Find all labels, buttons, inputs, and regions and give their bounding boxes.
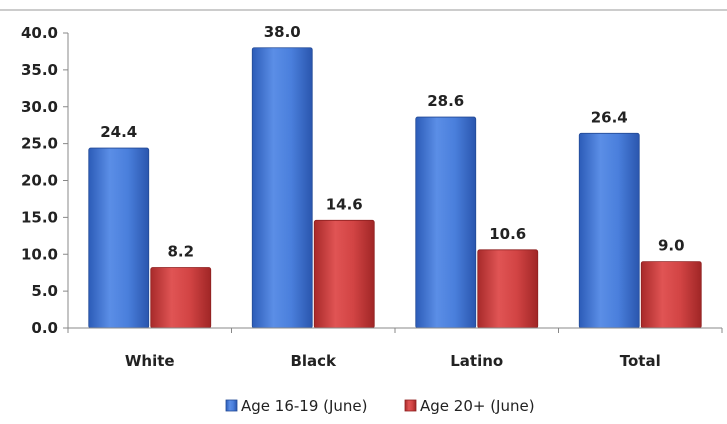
data-label: 38.0 bbox=[264, 23, 301, 41]
category-label: Latino bbox=[450, 352, 503, 370]
data-label: 9.0 bbox=[658, 237, 685, 255]
y-tick-label: 35.0 bbox=[21, 61, 58, 79]
bar-age-20-plus-white bbox=[150, 267, 212, 329]
y-tick-label: 25.0 bbox=[21, 135, 58, 153]
bar-age-20-plus-black bbox=[313, 219, 375, 329]
y-tick-label: 20.0 bbox=[21, 172, 58, 190]
category-label: White bbox=[125, 352, 175, 370]
data-label: 26.4 bbox=[591, 108, 628, 126]
bar-age-16-19-white bbox=[88, 147, 150, 329]
y-tick-label: 30.0 bbox=[21, 98, 58, 116]
bars: 24.4 8.2 38.0 14.6 28.6 10.6 26.4 9.0 bbox=[88, 23, 702, 329]
x-axis: White Black Latino Total bbox=[67, 327, 723, 370]
category-label: Black bbox=[290, 352, 337, 370]
bar-age-20-plus-total bbox=[640, 261, 702, 329]
legend-label: Age 16-19 (June) bbox=[241, 397, 368, 415]
bar-age-16-19-latino bbox=[415, 116, 477, 329]
bar-age-20-plus-latino bbox=[477, 249, 539, 329]
y-tick-label: 0.0 bbox=[31, 319, 58, 337]
bar-age-16-19-black bbox=[251, 47, 313, 329]
y-tick-label: 10.0 bbox=[21, 245, 58, 263]
bar-age-16-19-total bbox=[578, 132, 640, 329]
y-tick-label: 5.0 bbox=[31, 282, 58, 300]
legend-swatch-age-16-19 bbox=[225, 399, 238, 412]
y-axis: 0.0 5.0 10.0 15.0 20.0 25.0 30.0 35.0 40.0 bbox=[21, 24, 69, 337]
legend-label: Age 20+ (June) bbox=[420, 397, 535, 415]
category-label: Total bbox=[620, 352, 661, 370]
data-label: 10.6 bbox=[489, 225, 526, 243]
y-tick-label: 40.0 bbox=[21, 24, 58, 42]
data-label: 24.4 bbox=[100, 123, 137, 141]
legend-swatch-age-20-plus bbox=[404, 399, 417, 412]
legend: Age 16-19 (June) Age 20+ (June) bbox=[225, 397, 535, 415]
data-label: 14.6 bbox=[326, 195, 363, 213]
y-tick-label: 15.0 bbox=[21, 208, 58, 226]
data-label: 8.2 bbox=[167, 243, 194, 261]
data-label: 28.6 bbox=[427, 92, 464, 110]
